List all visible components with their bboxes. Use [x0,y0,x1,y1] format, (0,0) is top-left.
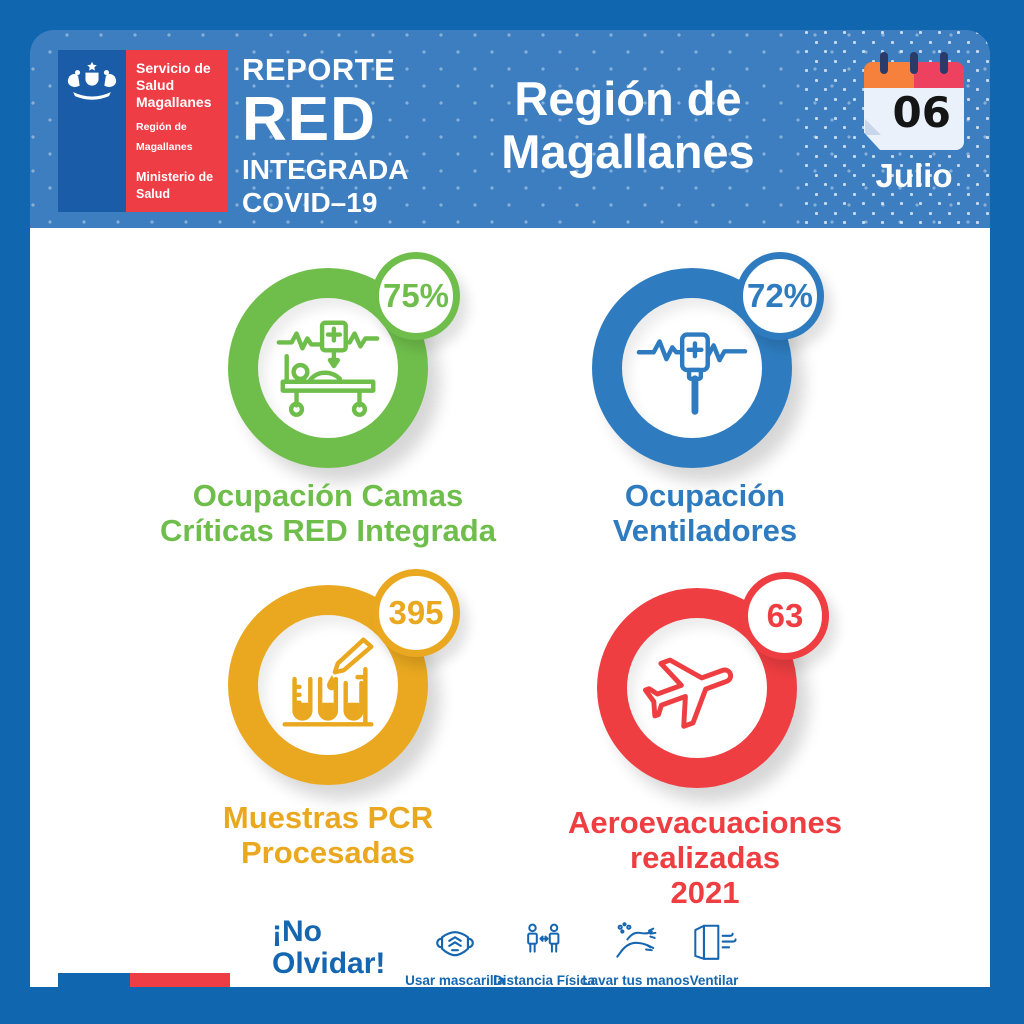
footer-item-label: Ventilar [689,973,739,988]
stat-ventiladores: 72% [592,252,824,468]
footer-item-lavar-manos: Lavar tus manos [576,920,696,988]
logo-title-line: Magallanes [136,93,212,110]
stat-label-line: Críticas RED Integrada [160,513,496,549]
wash-hands-icon [616,922,657,958]
footer-item-label: Distancia Física [492,973,596,988]
page-title-line: Región de [514,72,742,125]
stat-label-line: Muestras PCR [222,800,434,835]
ventilate-icon [694,924,737,960]
header-band: Servicio de Salud Magallanes Región de M… [30,30,990,228]
report-title: REPORTE RED INTEGRADA COVID–19 [242,52,408,219]
stat-value-badge: 63 [741,572,829,660]
calendar-clip [880,52,888,74]
pcr-samples-icon [282,637,374,727]
page-title-line: Magallanes [501,125,755,179]
stat-aeroevacuaciones: 63 [597,572,829,788]
logo-ministry: Ministerio de Salud [136,169,224,203]
calendar-month: Julio [875,157,953,194]
coat-of-arms-icon [67,61,117,100]
stat-label-pcr: Muestras PCR Procesadas [68,800,588,870]
footer-item-distancia: Distancia Física [484,920,604,988]
footer-item-mascarilla: Usar mascarilla [395,920,515,988]
logo-ministry-line: Ministerio de [136,170,214,185]
stat-camas-criticas: 75% [228,252,460,468]
logo-title-line: Salud [136,76,175,93]
reminder-line: Olvidar! [272,947,386,981]
distance-icon [527,923,560,953]
logo-region-line: Región de [136,121,187,134]
calendar-icon: 06 [864,52,964,152]
stat-value-badge: 72% [736,252,824,340]
calendar-day: 06 [892,88,951,137]
reminder-line: ¡No [272,915,322,948]
stat-label-line: Ocupación Camas [192,478,464,513]
logo-ministry-line: Salud [136,187,171,202]
calendar-clip [910,52,918,74]
stat-label-line: Aeroevacuaciones [568,805,842,840]
stat-label-line: Ventiladores [612,513,798,549]
footer-item-ventilar: Ventilar [654,920,774,988]
hospital-bed-icon [276,320,380,417]
logo-region: Región de Magallanes [136,118,224,157]
ventilator-icon [636,332,748,415]
stat-label-camas: Ocupación Camas Críticas RED Integrada [68,478,588,548]
reminder-title: ¡No Olvidar! [272,915,386,981]
report-line-red: RED [242,85,376,154]
report-line-reporte: REPORTE [242,52,396,87]
report-line-integrada: INTEGRADA [242,154,409,186]
stat-muestras-pcr: 395 [228,569,460,785]
calendar-page: 06 [864,88,964,150]
ministry-logo: Servicio de Salud Magallanes Región de M… [58,50,228,212]
content-card: 75% Ocupación Camas Críticas RED Integra… [30,228,990,988]
calendar-fold [865,119,881,135]
footer-stripe-blue [58,973,130,987]
calendar-clip [940,52,948,74]
logo-title-line: Servicio de [136,60,211,76]
footer-item-label: Usar mascarilla [405,973,505,988]
footer-item-label: Lavar tus manos [582,973,690,988]
stat-label-ventiladores: Ocupación Ventiladores [480,478,930,548]
logo-emblem-panel [58,50,126,212]
date-calendar: 06 Julio [858,52,970,195]
logo-region-line: Magallanes [136,140,193,153]
stat-label-aero: Aeroevacuaciones realizadas 2021 [480,805,930,910]
logo-text-panel: Servicio de Salud Magallanes Región de M… [126,50,228,212]
logo-title: Servicio de Salud Magallanes [136,60,224,110]
stat-value-badge: 395 [372,569,460,657]
stat-label-line: realizadas [630,840,780,876]
page-title: Región de Magallanes [418,72,838,178]
report-line-covid: COVID–19 [242,187,378,219]
mask-icon [436,931,474,957]
stat-value-badge: 75% [372,252,460,340]
footer-stripe-red [130,973,230,987]
stat-label-line: Procesadas [240,835,416,871]
stat-label-line: 2021 [670,875,740,911]
stat-label-line: Ocupación [624,478,786,513]
airplane-icon [642,657,734,729]
